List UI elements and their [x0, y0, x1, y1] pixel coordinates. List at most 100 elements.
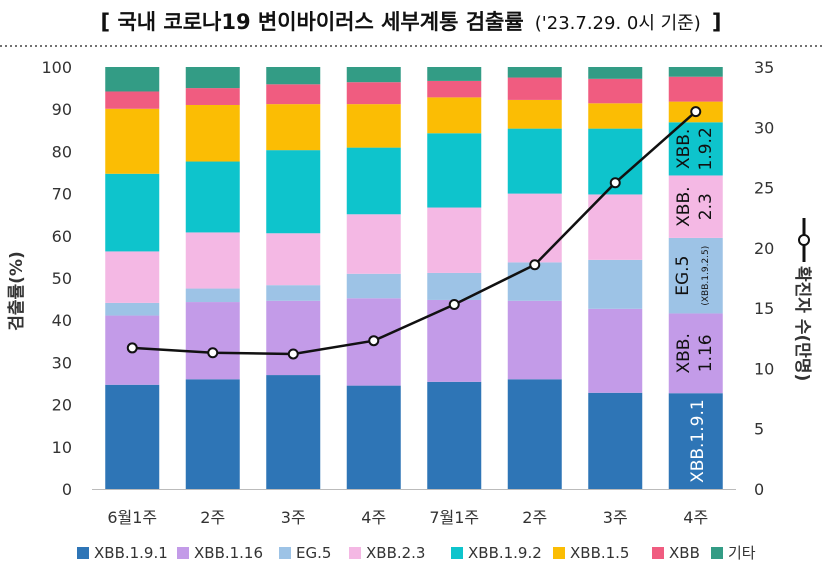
y-tick-label: 40	[52, 311, 72, 330]
bar-segment-xbb-1-5	[105, 108, 160, 174]
bar-segment-xbb-1-9-1	[427, 381, 482, 489]
bar-label-xbb192-line1: XBB.	[674, 129, 694, 169]
y2-axis-title: 확진자 수(만명)	[792, 266, 812, 381]
y-tick-label: 50	[52, 269, 72, 288]
legend-label: EG.5	[296, 544, 331, 562]
bar-segment-xbb-1-9-2	[185, 161, 240, 233]
legend-label: XBB.1.9.1	[94, 544, 168, 562]
x-tick-label: 3주	[603, 508, 628, 527]
bar-segment-xbb-1-16	[668, 313, 723, 394]
bar-segment-xbb-1-9-1	[668, 393, 723, 489]
bar-segment-xbb	[266, 84, 321, 105]
bar-segment-xbb	[427, 80, 482, 98]
bar-segment-xbb-1-5	[185, 104, 240, 162]
bar-segment-xbb-1-5	[507, 99, 562, 129]
bar-segment-xbb-1-9-2	[346, 147, 401, 215]
y2-tick-label: 10	[754, 359, 774, 378]
bar-segment-xbb	[185, 88, 240, 105]
y2-tick-label: 20	[754, 239, 774, 258]
bar-segment-xbb-1-9-2	[507, 128, 562, 194]
bars	[92, 67, 736, 490]
line-series	[126, 106, 702, 360]
legend-swatch	[177, 547, 189, 559]
bar-segment-xbb-1-16	[588, 308, 643, 393]
chart-title: [ 국내 코로나19 변이바이러스 세부계통 검출률 ('23.7.29. 0시…	[101, 10, 722, 34]
bar-label-xbb23-line1: XBB.	[674, 186, 694, 226]
bar-segment-기타	[668, 67, 723, 77]
y2-tick-label: 30	[754, 118, 774, 137]
y-tick-label: 70	[52, 185, 72, 204]
legend-swatch	[553, 547, 565, 559]
bar-segment-xbb-1-9-2	[668, 122, 723, 176]
bar-segment-xbb-1-5	[346, 104, 401, 148]
bar-segment-기타	[346, 67, 401, 83]
legend-swatch	[451, 547, 463, 559]
bar-segment-xbb-1-9-2	[427, 133, 482, 208]
x-tick-label: 4주	[683, 508, 708, 527]
bar-segment-xbb	[105, 91, 160, 109]
legend-label: XBB.2.3	[366, 544, 425, 562]
y-tick-label: 90	[52, 100, 72, 119]
bar-segment-xbb-1-9-1	[507, 379, 562, 489]
bar-segment-xbb-1-9-2	[266, 150, 321, 234]
y2-tick-label: 5	[754, 420, 764, 439]
bar-segment-기타	[427, 67, 482, 81]
bar-segment-xbb-2-3	[105, 251, 160, 303]
y2-tick-label: 15	[754, 299, 774, 318]
bar-segment-기타	[507, 67, 562, 78]
bar-segment-eg-5	[105, 302, 160, 316]
line-point	[287, 348, 299, 360]
x-tick-label: 2주	[522, 508, 547, 527]
y-tick-label: 80	[52, 142, 72, 161]
x-tick-label: 3주	[281, 508, 306, 527]
bar-segment-xbb-1-9-2	[105, 173, 160, 252]
line-point	[609, 177, 621, 189]
y2-axis-ticks: 0 5 10 15 20 25 30 35	[754, 58, 774, 499]
x-tick-label: 4주	[361, 508, 386, 527]
bar-segment-기타	[185, 67, 240, 89]
bar-label-xbb192-line2: 1.9.2	[696, 127, 716, 170]
bar-label-xbb23-line2: 2.3	[696, 193, 716, 220]
chart-title-date: ('23.7.29. 0시 기준)	[535, 13, 701, 34]
chart-title-main: [ 국내 코로나19 변이바이러스 세부계통 검출률	[101, 10, 524, 34]
legend-swatch	[349, 547, 361, 559]
y2-tick-label: 35	[754, 58, 774, 77]
bar-segment-eg-5	[266, 285, 321, 301]
bar-label-xbb191: XBB.1.9.1	[688, 399, 708, 483]
bar-segment-xbb	[346, 82, 401, 105]
bar-segment-xbb-1-16	[507, 300, 562, 380]
legend-label: 기타	[728, 544, 756, 562]
chart-title-close: ]	[712, 10, 722, 34]
bar-segment-xbb	[507, 77, 562, 100]
bar-segment-xbb-2-3	[346, 214, 401, 274]
bar-segment-xbb-2-3	[668, 175, 723, 238]
bar-label-eg5-line2: (XBB.1.9.2.5)	[701, 246, 711, 306]
y-tick-label: 30	[52, 353, 72, 372]
x-tick-label: 2주	[200, 508, 225, 527]
x-axis-ticks: 6월1주 2주 3주 4주 7월1주 2주 3주 4주	[107, 508, 708, 527]
legend-swatch	[652, 547, 664, 559]
line-point	[368, 335, 380, 347]
bar-segment-xbb-2-3	[507, 193, 562, 263]
legend-label: XBB.1.5	[570, 544, 629, 562]
bar-segment-xbb-1-16	[266, 300, 321, 376]
bar-segment-xbb-1-9-1	[346, 385, 401, 489]
bar-segment-xbb-2-3	[588, 194, 643, 260]
bar-segment-xbb-1-9-1	[266, 375, 321, 489]
y2-tick-label: 0	[754, 480, 764, 499]
y-axis-title: 검출률(%)	[7, 251, 27, 331]
line-point	[690, 106, 702, 118]
y-axis-ticks: 0 10 20 30 40 50 60 70 80 90 100	[41, 58, 72, 499]
legend-swatch	[77, 547, 89, 559]
legend-label: XBB.1.9.2	[468, 544, 542, 562]
bar-segment-xbb-2-3	[427, 207, 482, 273]
line-point	[126, 342, 138, 354]
y2-axis-title-group: 확진자 수(만명)	[792, 218, 812, 381]
bar-segment-xbb-1-5	[427, 97, 482, 134]
bar-segment-기타	[588, 67, 643, 79]
legend-label: XBB	[669, 544, 700, 562]
legend-swatch	[279, 547, 291, 559]
bar-segment-xbb-1-9-1	[185, 379, 240, 489]
bar-segment-xbb	[668, 76, 723, 102]
